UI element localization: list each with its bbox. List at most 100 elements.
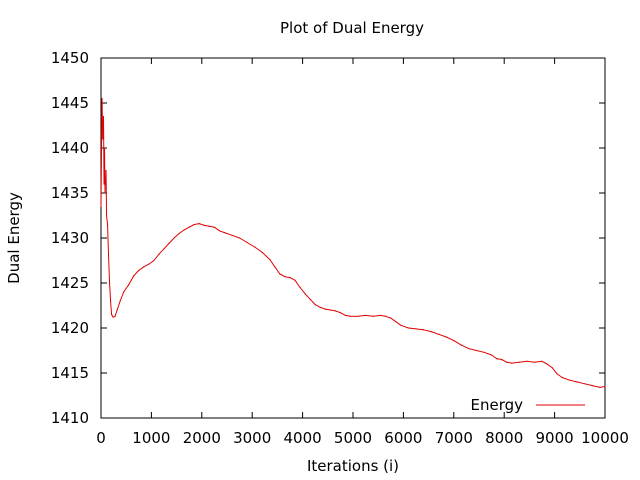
data-point (100, 205, 102, 208)
line-segment (325, 308, 331, 311)
data-point (163, 248, 165, 250)
data-point (105, 214, 108, 217)
line-segment (128, 275, 135, 286)
y-tick-label: 1430 (51, 229, 89, 247)
data-point (133, 275, 135, 277)
data-point (198, 223, 200, 225)
x-tick-label: 9000 (536, 429, 574, 447)
y-tick-label: 1445 (51, 94, 89, 112)
data-point (223, 232, 226, 234)
data-point (274, 266, 276, 268)
data-point (483, 351, 485, 353)
line-segment (183, 226, 190, 231)
data-point (193, 223, 195, 226)
y-tick-label: 1425 (51, 274, 89, 292)
x-axis-label: Iterations (i) (307, 457, 399, 475)
data-point (344, 314, 347, 316)
y-tick-label: 1440 (51, 139, 89, 157)
line-segment (168, 237, 175, 244)
line-segment (294, 280, 301, 288)
line-segment (408, 327, 417, 330)
data-point (213, 226, 215, 228)
data-point (158, 253, 160, 255)
data-point (128, 284, 130, 286)
data-point (365, 314, 367, 316)
data-point (108, 282, 111, 284)
data-point (269, 259, 271, 261)
data-point (289, 277, 291, 279)
data-point (116, 309, 118, 311)
x-tick-label: 5000 (334, 429, 372, 447)
data-point (390, 317, 392, 319)
data-point (294, 279, 296, 281)
line-segment (100, 98, 103, 207)
data-point (218, 230, 221, 232)
y-tick-label: 1435 (51, 184, 89, 202)
data-point (324, 308, 326, 310)
line-segment (274, 266, 281, 275)
line-segment (107, 224, 110, 257)
data-point (208, 225, 210, 227)
data-point (526, 360, 528, 362)
chart-title: Plot of Dual Energy (280, 19, 424, 37)
line-segment (143, 263, 150, 268)
line-segment (269, 259, 276, 268)
data-point (114, 315, 116, 317)
data-point (546, 363, 548, 365)
line-segment (194, 223, 200, 225)
data-point (334, 310, 336, 312)
line-segment (335, 310, 341, 314)
line-segment (556, 373, 563, 378)
x-tick-label: 8000 (485, 429, 523, 447)
data-point (430, 331, 432, 333)
line-segment (438, 333, 447, 338)
data-point (183, 229, 185, 231)
data-point (468, 348, 470, 350)
line-segment (148, 260, 155, 265)
line-segment (110, 300, 113, 315)
data-point (584, 383, 586, 385)
line-segment (299, 287, 306, 295)
line-segment (173, 233, 180, 239)
data-point (109, 300, 112, 302)
data-point (168, 242, 170, 244)
data-point (101, 97, 103, 100)
x-tick-label: 3000 (233, 429, 271, 447)
data-point (299, 286, 301, 289)
line-segment (415, 328, 424, 331)
data-point (385, 315, 387, 317)
line-segment (158, 248, 165, 255)
line-segment (483, 351, 492, 356)
data-point (123, 291, 125, 293)
legend-label: Energy (470, 396, 523, 414)
line-segment (506, 361, 512, 364)
line-segment (153, 253, 160, 261)
data-point (438, 333, 440, 335)
data-point (173, 237, 175, 239)
line-segment (109, 282, 112, 302)
y-tick-label: 1420 (51, 319, 89, 337)
data-point (453, 340, 455, 342)
line-segment (114, 309, 118, 317)
data-point (103, 183, 105, 185)
line-segment (106, 215, 109, 225)
data-point (415, 328, 417, 330)
data-point (254, 246, 256, 248)
data-point (604, 385, 606, 388)
line-segment (390, 317, 397, 323)
line-segment (239, 237, 248, 243)
data-point (380, 314, 382, 316)
data-point (110, 313, 113, 316)
x-tick-label: 6000 (384, 429, 422, 447)
line-segment (546, 363, 553, 369)
line-segment (380, 314, 386, 317)
line-segment (446, 336, 455, 342)
y-tick-label: 1415 (51, 364, 89, 382)
data-point (314, 304, 316, 306)
data-point (400, 324, 402, 326)
data-point (533, 361, 536, 363)
line-segment (116, 300, 121, 311)
line-segment (178, 229, 185, 234)
data-point (491, 354, 493, 356)
x-tick-label: 0 (96, 429, 106, 447)
